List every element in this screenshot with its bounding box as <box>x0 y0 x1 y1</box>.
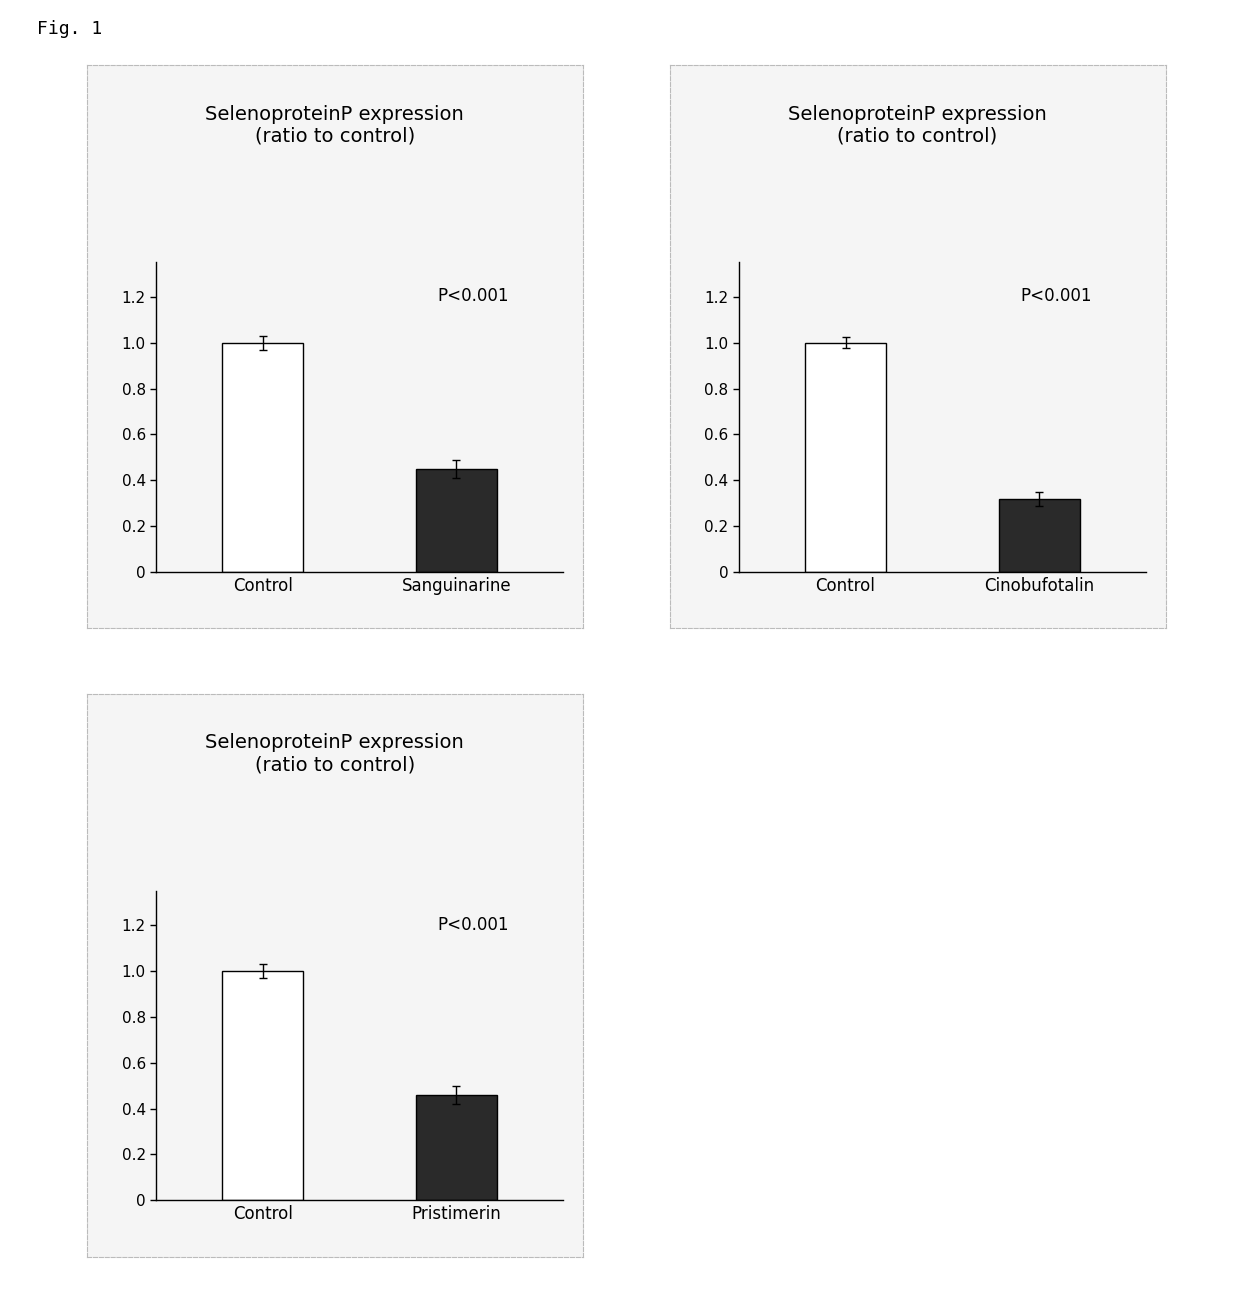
Bar <box>805 343 887 572</box>
Bar <box>415 469 497 572</box>
Text: P<0.001: P<0.001 <box>1021 287 1092 305</box>
Text: SelenoproteinP expression
(ratio to control): SelenoproteinP expression (ratio to cont… <box>789 105 1047 145</box>
Text: Fig. 1: Fig. 1 <box>37 20 103 38</box>
Bar <box>998 499 1080 572</box>
Bar <box>222 971 304 1200</box>
Bar <box>222 343 304 572</box>
Text: SelenoproteinP expression
(ratio to control): SelenoproteinP expression (ratio to cont… <box>206 105 464 145</box>
Text: P<0.001: P<0.001 <box>438 915 510 933</box>
Text: P<0.001: P<0.001 <box>438 287 510 305</box>
Text: SelenoproteinP expression
(ratio to control): SelenoproteinP expression (ratio to cont… <box>206 733 464 774</box>
Bar <box>415 1094 497 1200</box>
